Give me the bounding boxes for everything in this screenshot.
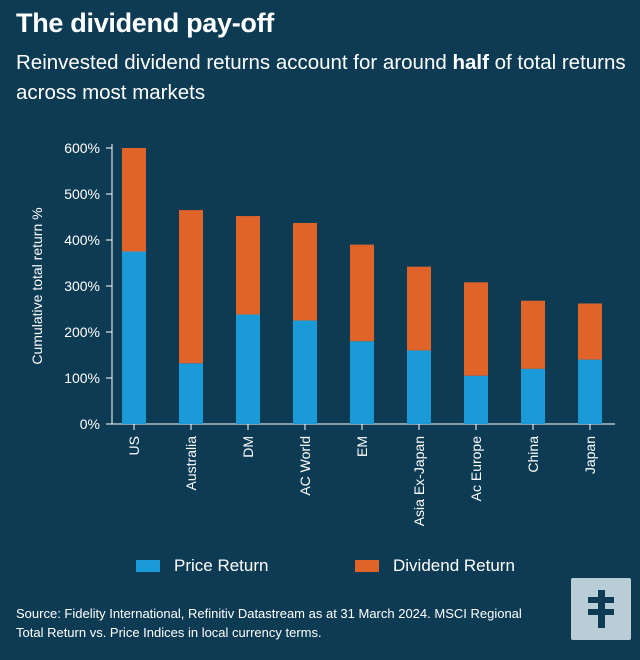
x-tick-label: DM [240, 436, 256, 458]
bar-dividend-return [521, 300, 545, 369]
y-tick-label: 100% [64, 370, 100, 386]
fidelity-logo-glyph [588, 590, 614, 628]
legend: Price Return Dividend Return [0, 556, 640, 580]
x-tick-label: Asia Ex-Japan [411, 436, 427, 526]
bar-price-return [464, 375, 488, 424]
bar-dividend-return [179, 210, 203, 364]
y-tick-label: 500% [64, 186, 100, 202]
bar-chart: 0% 100% 200% 300% 400% 500% 600% Cumulative tot… [29, 140, 615, 526]
chart-title: The dividend pay-off [16, 8, 275, 38]
bar-dividend-return [350, 244, 374, 342]
legend-label-price: Price Return [174, 556, 269, 575]
bar-dividend-return [464, 282, 488, 376]
bar-price-return [122, 251, 146, 424]
legend-swatch-dividend [355, 560, 379, 572]
subtitle-emphasis: half [452, 51, 489, 74]
bar-price-return [350, 341, 374, 424]
bar-price-return [236, 314, 260, 424]
x-tick-label: China [525, 436, 541, 473]
bar-dividend-return [407, 266, 431, 351]
x-tick-label: EM [354, 436, 370, 457]
bar-price-return [521, 368, 545, 424]
x-tick-label: AC World [297, 436, 313, 496]
chart-subtitle: Reinvested dividend returns account for … [16, 48, 626, 108]
subtitle-text-end: of total returns across most markets [16, 51, 626, 104]
bar-dividend-return [293, 222, 317, 321]
legend-swatch-price [136, 560, 160, 572]
bar-price-return [578, 359, 602, 424]
legend-item-dividend: Dividend Return [355, 556, 515, 576]
legend-label-dividend: Dividend Return [393, 556, 515, 575]
bar-dividend-return [122, 148, 146, 252]
x-tick-label: US [126, 436, 142, 455]
legend-item-price: Price Return [136, 556, 268, 576]
y-axis-title: Cumulative total return % [29, 207, 45, 364]
y-tick-label: 400% [64, 232, 100, 248]
subtitle-text-start: Reinvested dividend returns account for … [16, 51, 453, 74]
y-tick-label: 300% [64, 278, 100, 294]
bar-price-return [293, 320, 317, 424]
source-note: Source: Fidelity International, Refiniti… [16, 606, 522, 640]
bar-price-return [179, 363, 203, 424]
fidelity-logo-icon [571, 578, 631, 640]
y-tick-label: 0% [80, 416, 100, 432]
y-tick-label: 200% [64, 324, 100, 340]
bar-price-return [407, 350, 431, 424]
y-tick-label: 600% [64, 140, 100, 156]
bar-dividend-return [578, 303, 602, 360]
x-tick-label: Ac Europe [468, 436, 484, 502]
x-tick-label: Australia [183, 436, 199, 491]
bar-dividend-return [236, 216, 260, 315]
x-tick-label: Japan [582, 436, 598, 474]
